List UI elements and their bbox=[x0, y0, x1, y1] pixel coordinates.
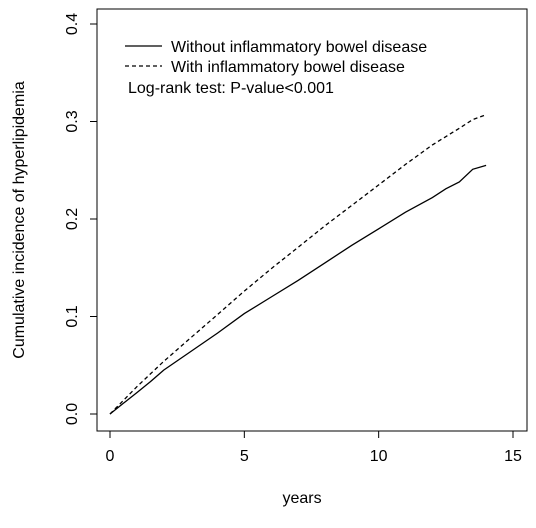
x-tick-label: 10 bbox=[370, 448, 388, 465]
y-tick-label: 0.2 bbox=[64, 208, 81, 230]
y-tick-label: 0.3 bbox=[64, 110, 81, 132]
x-axis: 0 5 10 15 bbox=[106, 430, 522, 465]
x-axis-title: years bbox=[282, 490, 321, 507]
series-line-with-ibd bbox=[109, 114, 487, 415]
legend-label-with-ibd: With inflammatory bowel disease bbox=[171, 59, 405, 76]
legend-label-without-ibd: Without inflammatory bowel disease bbox=[171, 39, 427, 56]
x-tick-label: 5 bbox=[240, 448, 249, 465]
x-tick-label: 15 bbox=[504, 448, 522, 465]
x-tick-label: 0 bbox=[106, 448, 115, 465]
y-axis-title: Cumulative incidence of hyperlipidemia bbox=[11, 81, 28, 359]
y-tick-label: 0.4 bbox=[64, 13, 81, 35]
series-line-without-ibd bbox=[109, 164, 487, 415]
y-tick-label: 0.0 bbox=[64, 403, 81, 425]
series-group bbox=[109, 114, 487, 415]
logrank-annotation: Log-rank test: P-value<0.001 bbox=[128, 80, 334, 97]
y-tick-label: 0.1 bbox=[64, 305, 81, 327]
y-axis: 0.0 0.1 0.2 0.3 0.4 bbox=[64, 13, 98, 425]
legend: Without inflammatory bowel disease With … bbox=[125, 39, 427, 97]
